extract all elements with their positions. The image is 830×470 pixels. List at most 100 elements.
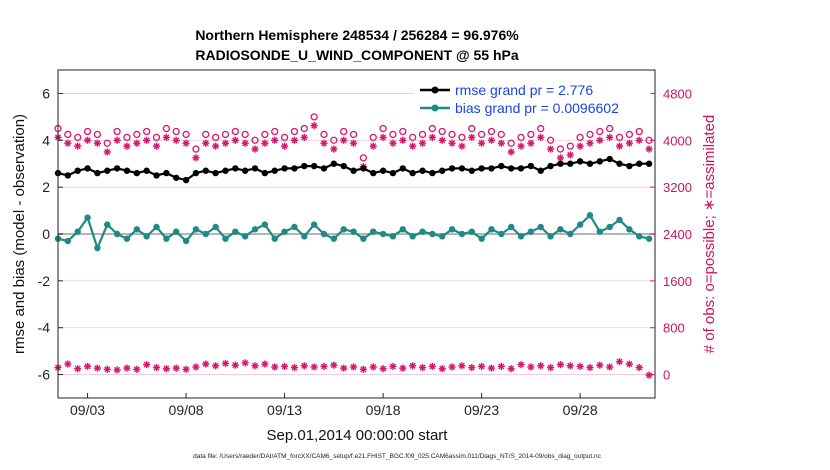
- possible-marker: [566, 142, 574, 150]
- rmse-point: [527, 162, 535, 170]
- bias-point: [636, 233, 643, 240]
- assimilated-marker: [468, 133, 476, 141]
- rmse-point: [133, 169, 141, 177]
- possible-marker: [280, 133, 289, 142]
- possible-marker: [625, 130, 634, 139]
- rmse-point: [301, 162, 308, 170]
- count-lower-marker: [615, 358, 624, 366]
- count-lower-marker: [182, 365, 190, 373]
- bias-point: [370, 228, 377, 235]
- count-lower-marker: [192, 363, 200, 371]
- count-lower-marker: [379, 365, 387, 373]
- possible-marker: [93, 130, 102, 139]
- possible-marker: [369, 133, 377, 142]
- xtick-label-1: 09/08: [169, 402, 204, 418]
- possible-marker: [596, 127, 604, 136]
- assimilated-marker: [606, 133, 614, 141]
- rmse-point: [104, 167, 111, 174]
- count-lower-marker: [202, 360, 210, 368]
- count-lower-marker: [586, 363, 594, 372]
- rmse-point: [153, 172, 160, 179]
- assimilated-marker: [162, 133, 170, 141]
- possible-marker: [152, 133, 161, 142]
- bias-point: [261, 221, 269, 228]
- assimilated-marker: [74, 142, 82, 150]
- count-lower-marker: [330, 361, 338, 369]
- data-file-footnote: data file: /Users/raeder/DAI/ATM_forcXX/…: [193, 453, 602, 460]
- possible-marker: [182, 130, 190, 139]
- possible-marker: [83, 127, 92, 136]
- bias-point: [271, 235, 278, 242]
- possible-marker: [546, 136, 555, 144]
- count-lower-marker: [537, 362, 545, 370]
- count-lower-marker: [517, 361, 525, 369]
- assimilated-marker: [83, 136, 92, 144]
- rmse-point: [478, 165, 485, 172]
- bias-point: [222, 235, 229, 242]
- bias-point: [429, 230, 436, 238]
- count-lower-marker: [300, 362, 308, 370]
- possible-marker: [418, 130, 427, 139]
- possible-marker: [300, 124, 308, 133]
- legend-box: [414, 77, 651, 119]
- count-lower-marker: [448, 363, 456, 371]
- bias-point: [596, 228, 604, 235]
- bias-point: [320, 230, 328, 238]
- possible-marker: [635, 127, 643, 136]
- assimilated-marker: [221, 139, 230, 147]
- bias-point: [576, 221, 584, 228]
- rmse-point: [192, 169, 200, 177]
- xtick-label-2: 09/13: [267, 402, 302, 418]
- assimilated-marker: [448, 139, 456, 147]
- count-lower-marker: [241, 359, 249, 367]
- bias-point: [232, 228, 239, 235]
- rmse-point: [468, 167, 475, 174]
- assimilated-marker: [418, 139, 427, 147]
- bias-point: [281, 228, 288, 235]
- rmse-point: [310, 162, 318, 170]
- rmse-point: [596, 158, 604, 165]
- obs-count-series: [54, 113, 653, 379]
- count-lower-marker: [143, 361, 151, 369]
- possible-marker: [576, 133, 584, 142]
- count-lower-marker: [172, 364, 180, 372]
- count-lower-marker: [645, 371, 653, 379]
- count-lower-marker: [635, 363, 643, 372]
- rmse-point: [202, 167, 209, 174]
- possible-marker: [271, 127, 279, 136]
- count-lower-marker: [133, 365, 141, 373]
- count-lower-marker: [83, 362, 92, 370]
- bias-point: [64, 237, 72, 245]
- possible-marker: [428, 124, 437, 133]
- possible-marker: [261, 130, 269, 139]
- possible-marker: [231, 127, 239, 136]
- assimilated-marker: [261, 139, 269, 147]
- count-lower-marker: [596, 361, 604, 369]
- count-lower-marker: [399, 364, 407, 372]
- bias-point: [478, 235, 485, 242]
- bias-point: [94, 244, 101, 252]
- assimilated-marker: [123, 142, 131, 150]
- assimilated-marker: [320, 139, 328, 147]
- assimilated-marker: [409, 142, 417, 150]
- rmse-point: [636, 160, 643, 167]
- count-lower-marker: [310, 363, 318, 371]
- possible-marker: [389, 130, 397, 139]
- xtick-label-5: 09/28: [563, 402, 598, 418]
- assimilated-marker: [340, 136, 348, 144]
- assimilated-marker: [546, 145, 555, 153]
- assimilated-marker: [586, 139, 594, 147]
- possible-marker: [64, 130, 72, 139]
- rmse-point: [399, 165, 407, 172]
- bias-point: [645, 235, 653, 242]
- y-axis-left-label: rmse and bias (model - observation): [11, 114, 28, 354]
- rmse-point: [419, 167, 426, 174]
- bias-point: [389, 233, 397, 240]
- rmse-point: [567, 160, 574, 167]
- assimilated-marker: [625, 139, 633, 147]
- bias-point: [330, 235, 338, 242]
- count-lower-marker: [64, 360, 72, 368]
- count-lower-marker: [468, 363, 476, 372]
- count-lower-marker: [369, 363, 377, 371]
- possible-marker: [143, 127, 151, 136]
